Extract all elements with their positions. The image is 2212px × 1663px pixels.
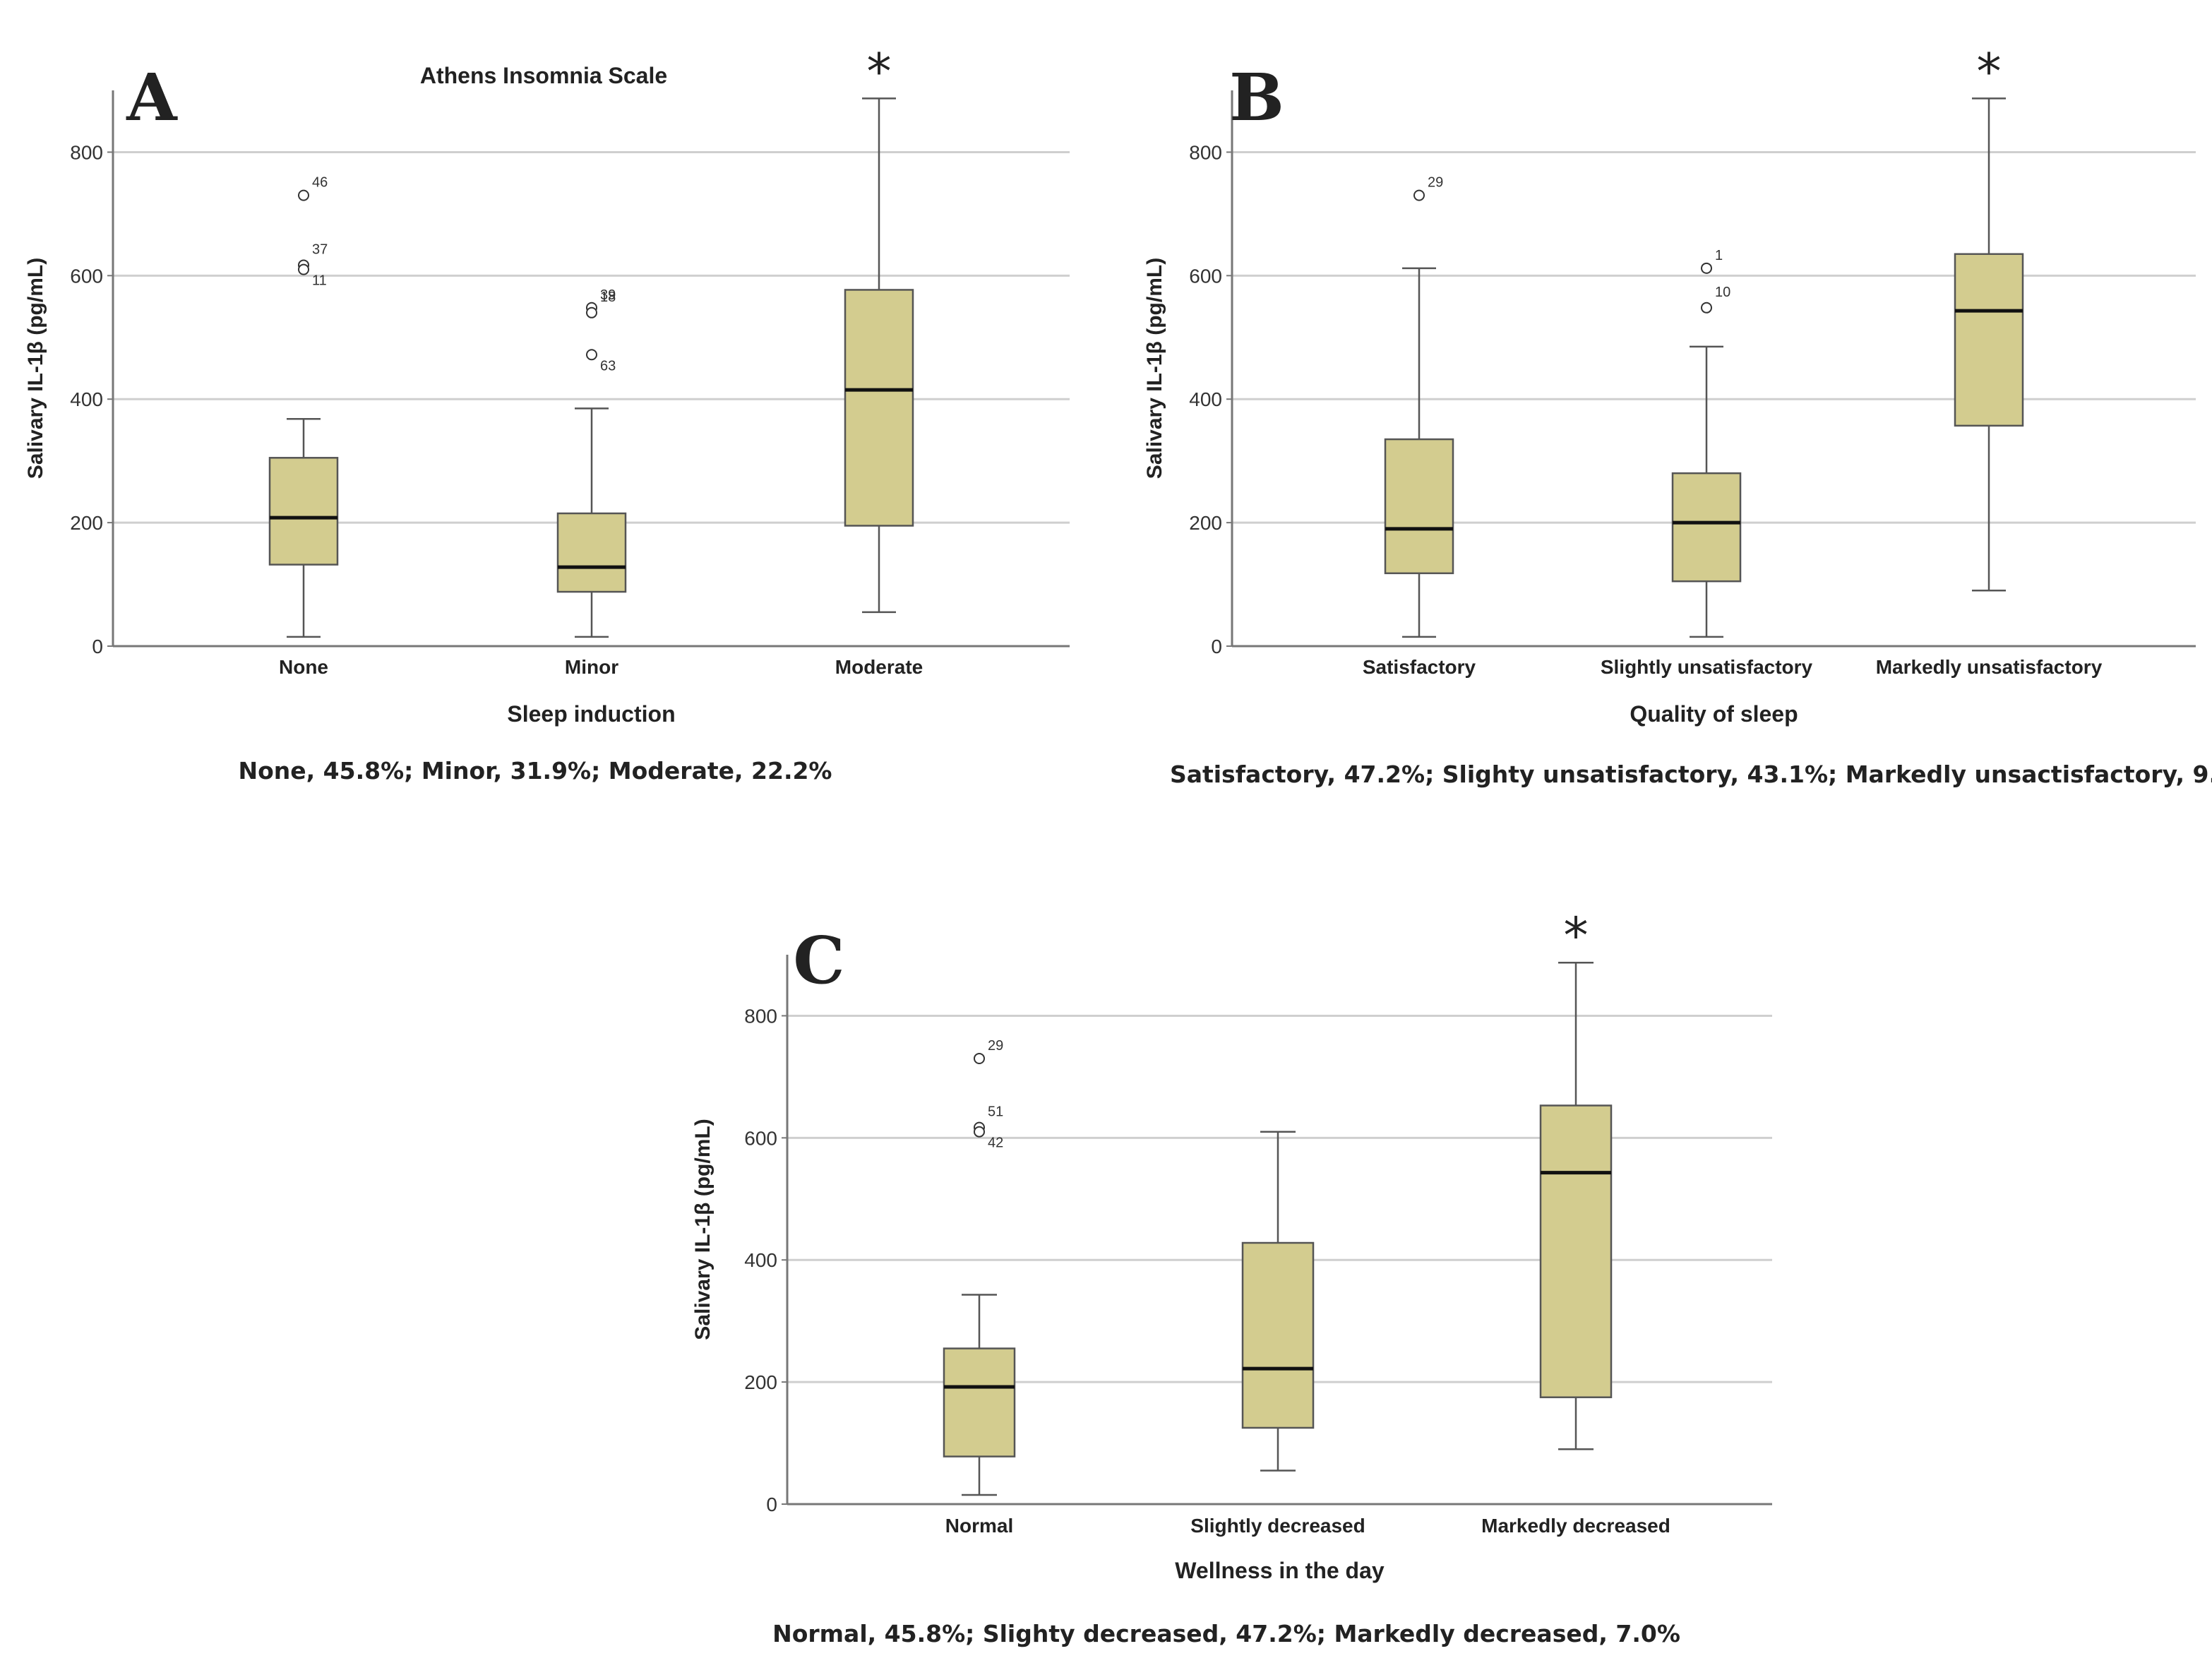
outlier-point — [298, 189, 309, 201]
outlier-label: 39 — [600, 287, 616, 303]
x-axis-label: Wellness in the day — [1175, 1558, 1385, 1583]
iqr-box — [556, 512, 627, 593]
y-tick-label-600: 600 — [1189, 265, 1222, 287]
y-tick-label-0: 0 — [766, 1494, 777, 1515]
outlier-label: 42 — [988, 1136, 1003, 1151]
y-tick-label-600: 600 — [70, 265, 103, 287]
y-tick-label-200: 200 — [1189, 512, 1222, 534]
box-normal: 29 51 42 — [943, 1038, 1016, 1496]
box-none: 46 37 11 — [268, 175, 339, 638]
outlier-point — [1701, 262, 1712, 274]
outlier-label: 29 — [988, 1038, 1003, 1054]
x-tick-label: Normal — [945, 1515, 1013, 1537]
outlier-label: 1 — [1715, 248, 1723, 263]
outlier-point — [1701, 302, 1712, 314]
box-satisfactory: 29 — [1384, 175, 1454, 638]
y-tick-label-400: 400 — [744, 1249, 777, 1271]
y-tick-label-400: 400 — [1189, 388, 1222, 410]
panel-caption: None, 45.8%; Minor, 31.9%; Moderate, 22.… — [238, 757, 832, 785]
box-slightly-unsatisfactory: 1 10 — [1671, 248, 1742, 638]
x-tick-label: Satisfactory — [1363, 656, 1476, 678]
y-tick-label-0: 0 — [92, 636, 103, 657]
y-tick-label-400: 400 — [70, 388, 103, 410]
iqr-box — [1384, 438, 1454, 575]
outlier-point — [298, 263, 309, 275]
y-tick-label-800: 800 — [70, 141, 103, 163]
box-moderate: * — [844, 42, 914, 614]
outlier-point — [974, 1126, 985, 1138]
iqr-box — [943, 1347, 1016, 1458]
x-axis-label: Sleep induction — [507, 701, 675, 727]
outlier-point — [974, 1052, 985, 1064]
y-tick-label-200: 200 — [70, 512, 103, 534]
panel-caption: Normal, 45.8%; Slighty decreased, 47.2%;… — [772, 1620, 1680, 1647]
x-tick-label: Markedly decreased — [1481, 1515, 1670, 1537]
y-tick-label-600: 600 — [744, 1127, 777, 1149]
box-slightly-decreased — [1241, 1131, 1315, 1472]
panel-letter: B — [1229, 59, 1284, 136]
y-tick-label-0: 0 — [1211, 636, 1222, 657]
iqr-box — [1954, 253, 2024, 427]
outlier-label: 29 — [1428, 175, 1443, 191]
outlier-label: 11 — [312, 273, 327, 289]
significance-marker: * — [867, 42, 892, 100]
panel-b: 0 200 400 600 800 B Salivary IL-1β (pg/mL) Qual… — [1143, 42, 2212, 788]
y-axis-label: Salivary IL-1β (pg/mL) — [691, 1119, 715, 1340]
box-markedly-decreased: * — [1539, 907, 1613, 1450]
outlier-label: 37 — [312, 242, 328, 257]
panel-c: 0 200 400 600 800 C Salivary IL-1β (pg/mL) Well… — [691, 907, 1772, 1647]
x-tick-label: Slightly decreased — [1190, 1515, 1365, 1537]
y-tick-label-800: 800 — [1189, 141, 1222, 163]
x-tick-label: Markedly unsatisfactory — [1876, 656, 2103, 678]
outlier-label: 51 — [988, 1104, 1003, 1120]
x-tick-label: None — [279, 656, 328, 678]
significance-marker: * — [1977, 42, 2002, 100]
significance-marker: * — [1564, 907, 1589, 965]
outlier-label: 63 — [600, 358, 616, 374]
chart-title: Athens Insomnia Scale — [420, 63, 667, 88]
panel-caption: Satisfactory, 47.2%; Slighty unsatisfact… — [1170, 761, 2212, 788]
outlier-point — [586, 349, 597, 361]
outlier-point — [586, 306, 597, 318]
x-tick-label: Slightly unsatisfactory — [1601, 656, 1813, 678]
iqr-box — [1671, 472, 1742, 583]
y-axis-label: Salivary IL-1β (pg/mL) — [1143, 258, 1166, 479]
x-tick-label: Moderate — [835, 656, 923, 678]
panel-letter: A — [126, 59, 178, 136]
panel-a: 0 200 400 600 800 A Athens Insomnia Scale Saliv… — [24, 42, 1070, 785]
y-axis-label: Salivary IL-1β (pg/mL) — [24, 258, 47, 479]
iqr-box — [1539, 1104, 1613, 1398]
outlier-label: 18 — [600, 290, 616, 305]
x-axis-label: Quality of sleep — [1630, 701, 1798, 727]
outlier-label: 46 — [312, 175, 328, 191]
box-markedly-unsatisfactory: * — [1954, 42, 2024, 592]
y-tick-label-200: 200 — [744, 1371, 777, 1393]
panel-letter: C — [793, 922, 844, 999]
y-tick-label-800: 800 — [744, 1005, 777, 1027]
iqr-box — [268, 457, 339, 566]
iqr-box — [844, 289, 914, 527]
outlier-point — [1413, 189, 1425, 201]
outlier-label: 10 — [1715, 285, 1730, 300]
x-tick-label: Minor — [565, 656, 618, 678]
iqr-box — [1241, 1241, 1315, 1429]
